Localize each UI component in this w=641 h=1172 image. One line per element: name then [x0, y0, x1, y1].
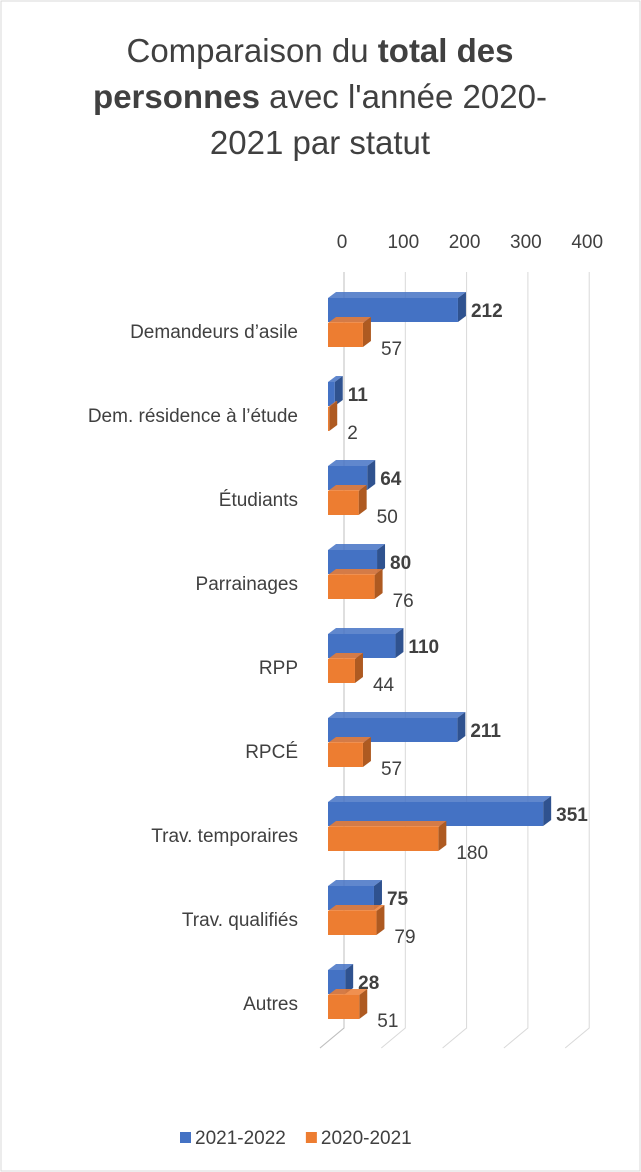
x-tick-label: 200	[449, 232, 481, 253]
bar-side	[362, 317, 371, 347]
bar	[328, 575, 375, 599]
bar-side	[367, 460, 376, 490]
bar-top	[328, 737, 371, 743]
y-tick-label: Demandeurs d’asile	[130, 322, 298, 343]
bar-top	[328, 401, 338, 407]
bar-top	[328, 317, 371, 323]
bar	[328, 743, 363, 767]
legend-swatch	[305, 1132, 317, 1143]
bar-side	[354, 653, 363, 683]
bar-side	[362, 737, 371, 767]
bar	[328, 491, 359, 515]
bar-side	[438, 821, 447, 851]
bar-top	[328, 880, 382, 886]
bar-top	[328, 964, 354, 970]
bar-top	[328, 821, 447, 827]
title-part: Comparaison du	[126, 32, 378, 69]
x-tick-label: 300	[510, 232, 542, 253]
data-label: 180	[456, 843, 488, 864]
bar-side	[377, 544, 386, 574]
bar	[328, 659, 355, 683]
data-label: 212	[471, 301, 503, 322]
bar	[328, 407, 330, 431]
bar	[328, 970, 346, 994]
grid-line	[503, 272, 529, 1049]
bar-top	[328, 569, 383, 575]
bar-side	[358, 485, 367, 515]
bar	[328, 911, 377, 935]
bar-top	[328, 544, 386, 550]
bar-side	[373, 880, 382, 910]
y-tick-label: Autres	[243, 994, 298, 1015]
bar	[328, 827, 439, 851]
data-label: 2	[347, 423, 358, 444]
x-tick-label: 0	[337, 232, 348, 253]
data-label: 50	[377, 507, 398, 528]
data-label: 51	[377, 1011, 398, 1032]
data-label: 44	[373, 675, 395, 696]
bar	[328, 382, 335, 406]
bar-side	[395, 628, 404, 658]
bar-side	[345, 964, 354, 994]
legend-label: 2020-2021	[321, 1128, 412, 1149]
bar-top	[328, 653, 363, 659]
grid-line	[442, 272, 468, 1049]
data-label: 76	[393, 591, 414, 612]
grid-line	[380, 272, 406, 1049]
legend-label: 2021-2022	[195, 1128, 286, 1149]
y-tick-label: RPP	[259, 658, 298, 679]
bar	[328, 995, 360, 1019]
data-label: 57	[381, 339, 402, 360]
data-label: 11	[348, 385, 369, 406]
data-label: 80	[390, 553, 411, 574]
data-label: 57	[381, 759, 402, 780]
bar-side	[359, 989, 368, 1019]
x-tick-label: 100	[387, 232, 419, 253]
bar-top	[328, 485, 367, 491]
bar-top	[328, 628, 404, 634]
bar-top	[328, 292, 466, 298]
data-label: 64	[380, 469, 402, 490]
bar	[328, 323, 363, 347]
y-tick-label: Parrainages	[196, 574, 298, 595]
bar-top	[328, 905, 385, 911]
y-tick-label: RPCÉ	[245, 742, 298, 763]
bar-top	[328, 989, 368, 995]
bar-side	[374, 569, 383, 599]
bar-side	[457, 292, 466, 322]
bar-top	[328, 796, 552, 802]
data-label: 351	[556, 805, 588, 826]
y-tick-label: Dem. résidence à l’étude	[88, 406, 298, 427]
grid-line	[564, 272, 590, 1049]
axis-wall	[319, 272, 345, 1049]
bar-side	[376, 905, 385, 935]
data-label: 211	[470, 721, 501, 742]
bar-side	[543, 796, 552, 826]
chart-title: Comparaison du total des personnes avec …	[90, 28, 550, 166]
bar-top	[328, 376, 343, 382]
data-label: 28	[358, 973, 379, 994]
bar-side	[334, 376, 343, 406]
bar-side	[329, 401, 338, 431]
title-part: avec l'année 2020-2021 par statut	[209, 78, 547, 161]
x-tick-label: 400	[571, 232, 603, 253]
y-tick-label: Trav. temporaires	[151, 826, 298, 847]
bar-side	[457, 712, 466, 742]
legend-swatch	[180, 1132, 191, 1143]
data-label: 75	[387, 889, 409, 910]
bar-top	[328, 460, 376, 466]
y-tick-label: Étudiants	[219, 490, 298, 511]
bar-top	[328, 712, 466, 718]
data-label: 110	[408, 637, 439, 658]
title-part: total des personnes	[93, 32, 514, 115]
data-label: 79	[394, 927, 415, 948]
y-tick-label: Trav. qualifiés	[182, 910, 298, 931]
